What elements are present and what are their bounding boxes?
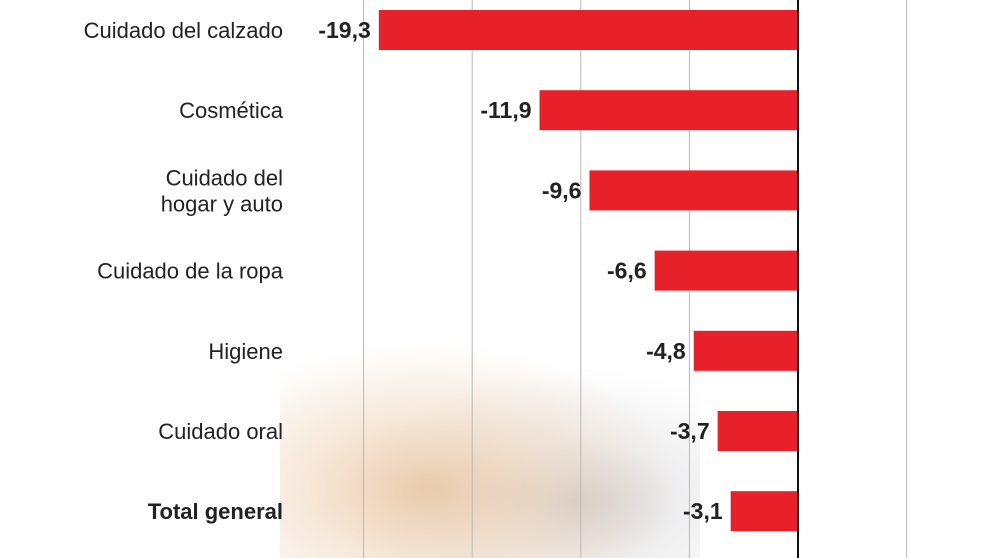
value-label: -4,8 xyxy=(646,338,686,364)
bar xyxy=(693,330,798,371)
value-label: -19,3 xyxy=(318,17,370,43)
bar xyxy=(539,90,798,131)
bar xyxy=(717,411,798,451)
value-label: -9,6 xyxy=(542,177,582,203)
category-label: Cuidado oral xyxy=(158,419,283,444)
bar xyxy=(730,491,798,532)
bar xyxy=(654,250,798,291)
category-label: Cuidado de la ropa xyxy=(97,259,284,284)
category-label: hogar y auto xyxy=(161,191,283,216)
bar xyxy=(589,170,798,211)
bar xyxy=(378,10,798,50)
category-label: Cuidado del xyxy=(166,165,283,190)
category-label: Total general xyxy=(148,499,283,524)
category-label: Cosmética xyxy=(179,98,284,123)
category-label: Cuidado del calzado xyxy=(84,18,283,43)
value-label: -3,7 xyxy=(670,418,710,444)
value-label: -3,1 xyxy=(683,498,723,524)
category-label: Higiene xyxy=(208,339,283,364)
background-photo-hand-washing xyxy=(280,330,700,558)
value-label: -6,6 xyxy=(607,258,647,284)
value-label: -11,9 xyxy=(480,97,531,123)
